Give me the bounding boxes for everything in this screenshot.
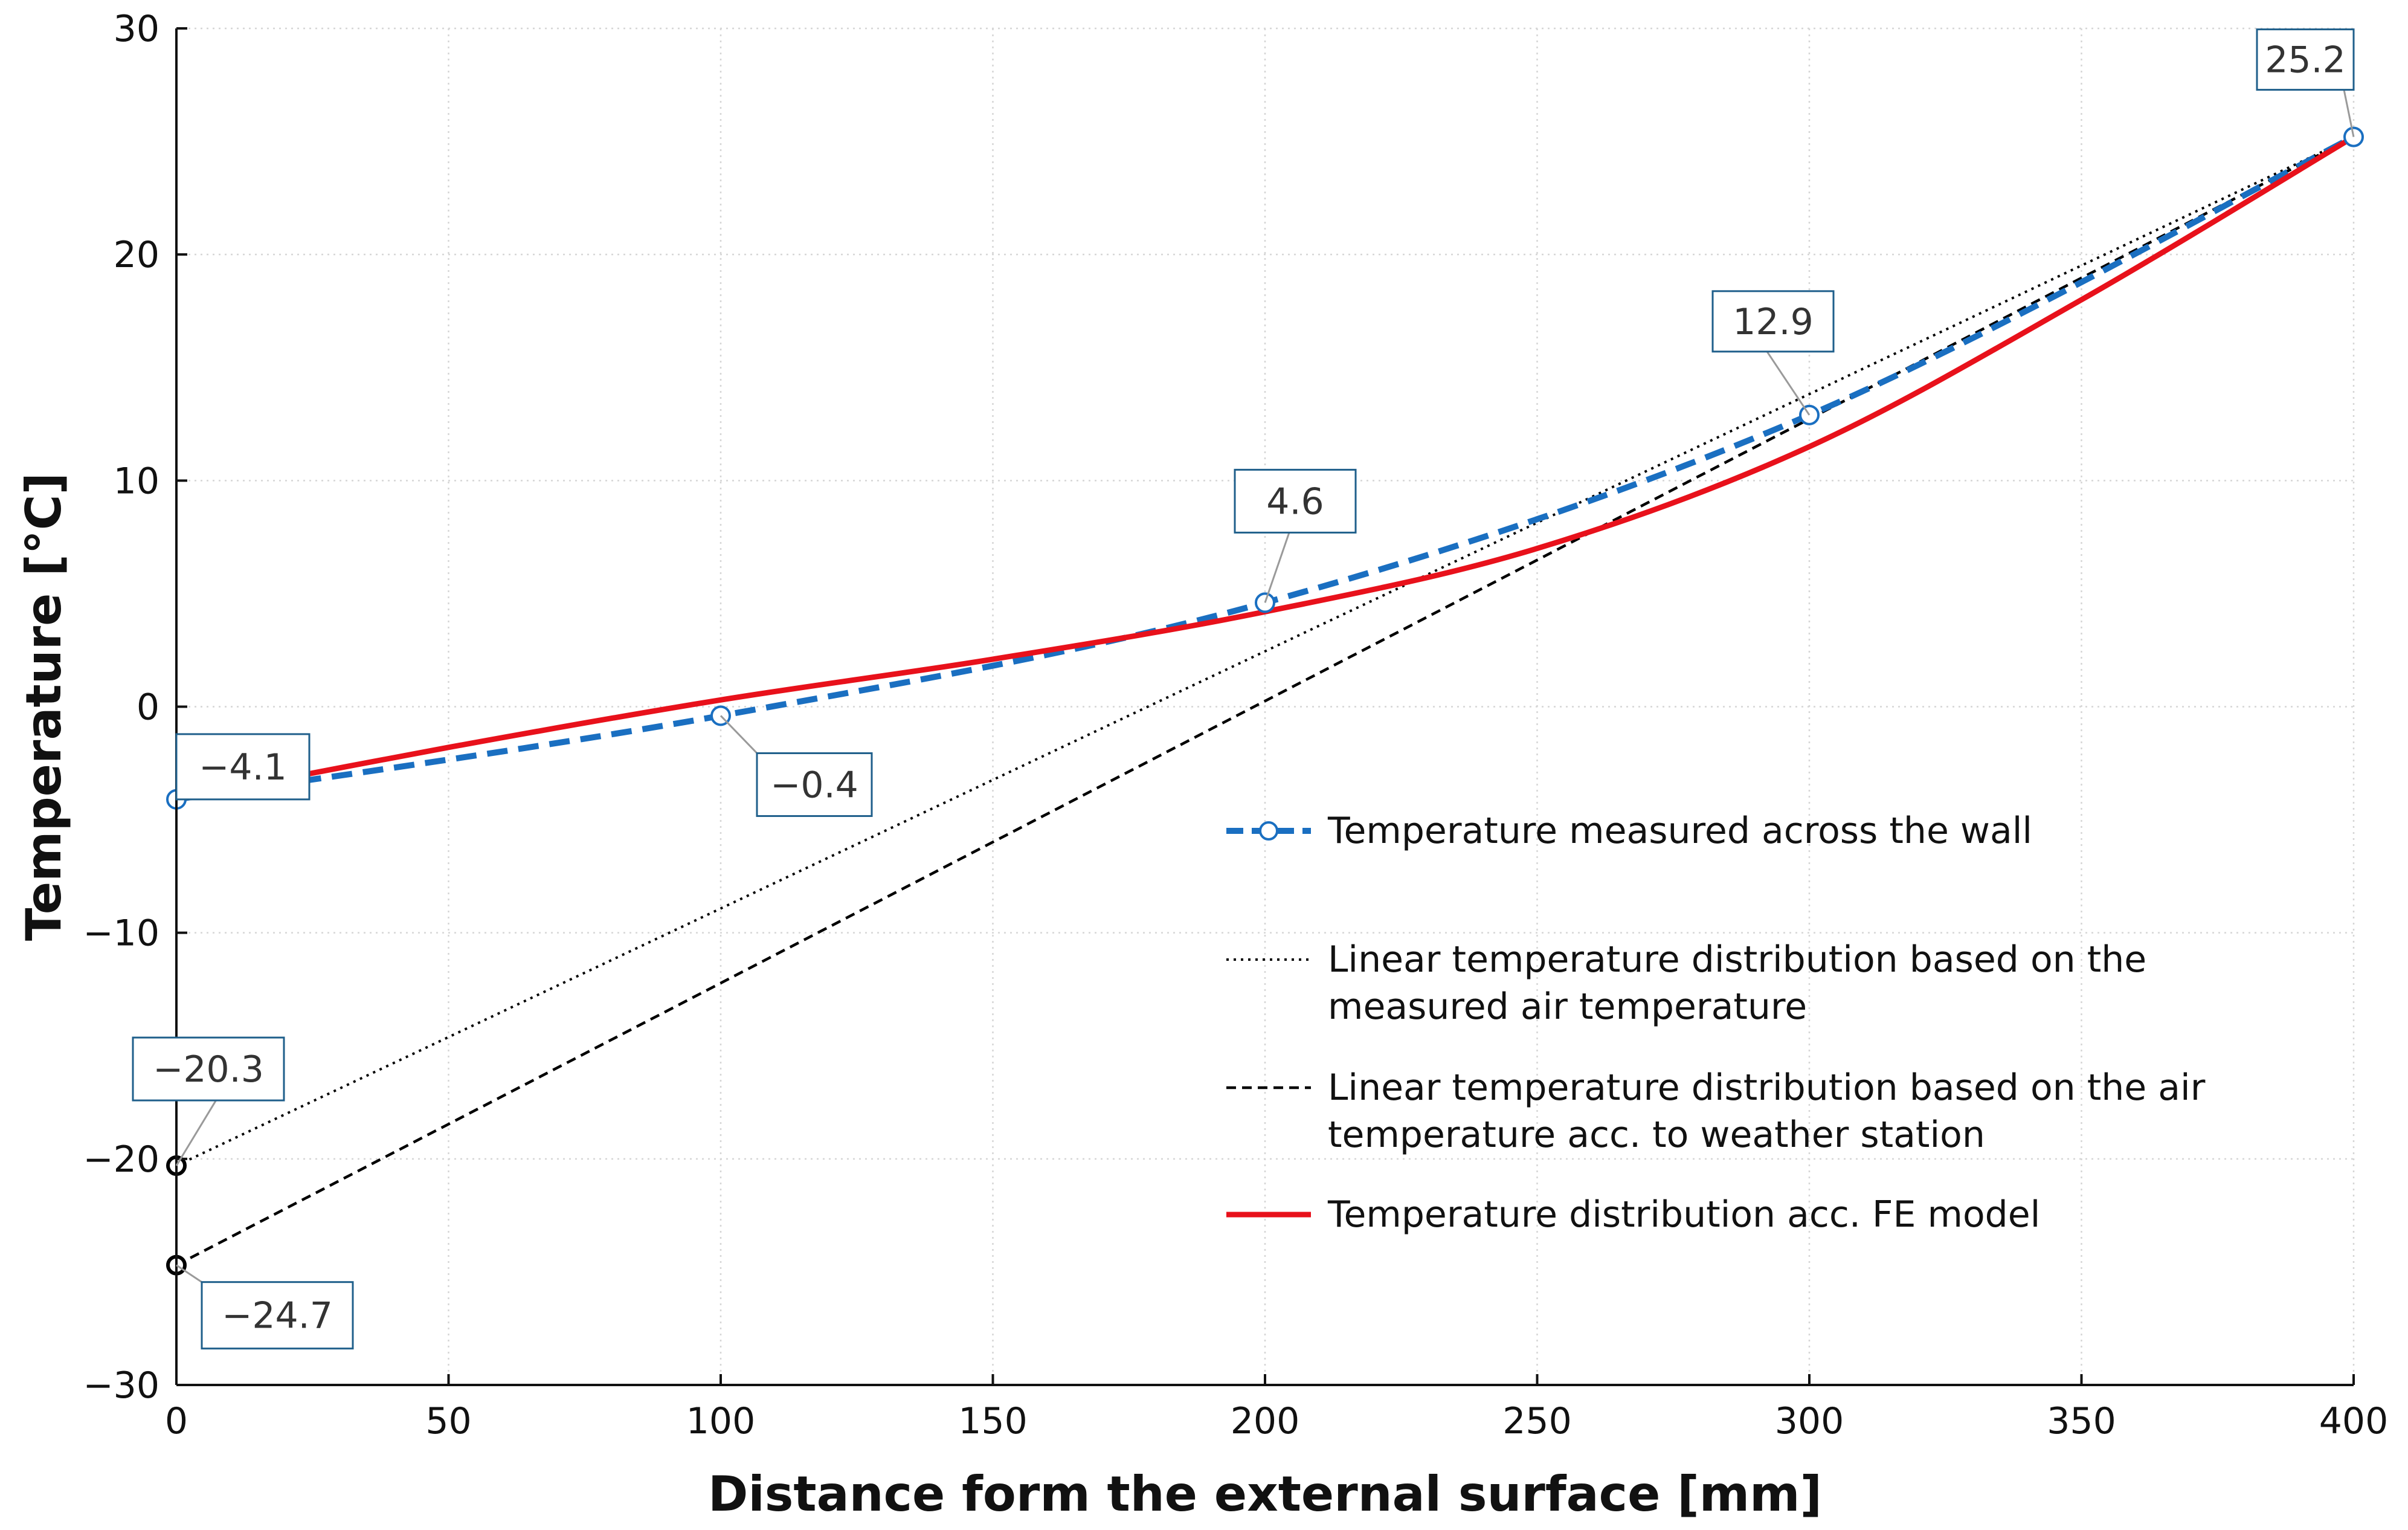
label-leader-line bbox=[720, 715, 758, 754]
data-label-text: 12.9 bbox=[1733, 301, 1814, 343]
x-tick-label: 250 bbox=[1502, 1400, 1572, 1442]
data-label: 25.2 bbox=[2256, 28, 2355, 137]
data-label: 4.6 bbox=[1234, 468, 1357, 603]
y-tick-label: 0 bbox=[137, 686, 159, 729]
label-leader-line bbox=[175, 1100, 217, 1166]
legend-item-measured: Temperature measured across the wall bbox=[1226, 810, 2032, 852]
label-box bbox=[1234, 468, 1357, 534]
legend-label: Temperature measured across the wall bbox=[1327, 810, 2032, 852]
y-tick-label: −20 bbox=[83, 1138, 159, 1181]
x-tick-label: 300 bbox=[1775, 1400, 1844, 1442]
legend-label: Temperature distribution acc. FE model bbox=[1327, 1193, 2040, 1236]
legend: Temperature measured across the wall Line… bbox=[1226, 810, 2206, 1236]
data-label-text: −24.7 bbox=[222, 1295, 333, 1337]
y-tick-label: −10 bbox=[83, 912, 159, 955]
legend-swatch-marker bbox=[1259, 821, 1278, 841]
grid bbox=[176, 27, 2355, 1385]
data-label: 12.9 bbox=[1711, 290, 1835, 416]
data-labels: −4.1 −0.4 4.6 12.9 25.2 −20.3 −24.7 bbox=[132, 28, 2355, 1350]
legend-label: Linear temperature distribution based on… bbox=[1328, 1067, 2206, 1109]
x-tick-label: 150 bbox=[958, 1400, 1028, 1442]
y-tick-label: −30 bbox=[83, 1364, 159, 1407]
data-label: −4.1 bbox=[175, 733, 311, 801]
x-tick-label: 200 bbox=[1231, 1400, 1300, 1442]
data-label-text: 25.2 bbox=[2265, 39, 2346, 82]
label-box bbox=[2256, 28, 2355, 91]
legend-item-linear-weather-station: Linear temperature distribution based on… bbox=[1226, 1067, 2206, 1156]
series-line-linear-measured-air bbox=[176, 135, 2354, 1167]
legend-label: measured air temperature bbox=[1328, 986, 1807, 1028]
x-tick-label: 400 bbox=[2319, 1400, 2389, 1442]
label-leader-line bbox=[1264, 532, 1290, 603]
data-label-text: −4.1 bbox=[199, 746, 287, 789]
x-axis-title: Distance form the external surface [mm] bbox=[708, 1466, 1822, 1522]
x-tick-label: 350 bbox=[2047, 1400, 2116, 1442]
label-leader-line bbox=[2343, 89, 2355, 137]
data-label: −0.4 bbox=[720, 715, 873, 817]
label-box bbox=[201, 1281, 354, 1350]
x-tick-label: 50 bbox=[425, 1400, 471, 1442]
series-line-linear-weather-station bbox=[175, 135, 2355, 1267]
legend-label: temperature acc. to weather station bbox=[1328, 1114, 1985, 1156]
label-leader-line bbox=[1766, 350, 1811, 416]
legend-label: Linear temperature distribution based on… bbox=[1328, 938, 2146, 981]
data-label: −20.3 bbox=[132, 1036, 285, 1166]
label-box bbox=[756, 752, 873, 817]
data-label-text: −0.4 bbox=[770, 764, 858, 806]
y-tick-label: 20 bbox=[114, 234, 159, 276]
x-tick-label: 0 bbox=[165, 1400, 188, 1442]
label-leader-line bbox=[176, 1264, 202, 1283]
label-box bbox=[1711, 290, 1835, 353]
y-tick-label: 30 bbox=[114, 8, 159, 50]
y-tick-label: 10 bbox=[114, 460, 159, 502]
data-label-text: 4.6 bbox=[1266, 480, 1324, 523]
x-tick-label: 100 bbox=[686, 1400, 756, 1442]
label-box bbox=[132, 1036, 285, 1102]
data-label-text: −20.3 bbox=[153, 1048, 264, 1091]
y-axis-title: Temperature [°C] bbox=[16, 473, 72, 941]
label-box bbox=[175, 733, 311, 801]
data-label: −24.7 bbox=[176, 1264, 354, 1350]
legend-item-fe-model: Temperature distribution acc. FE model bbox=[1226, 1193, 2040, 1236]
legend-item-linear-measured-air: Linear temperature distribution based on… bbox=[1226, 938, 2146, 1028]
